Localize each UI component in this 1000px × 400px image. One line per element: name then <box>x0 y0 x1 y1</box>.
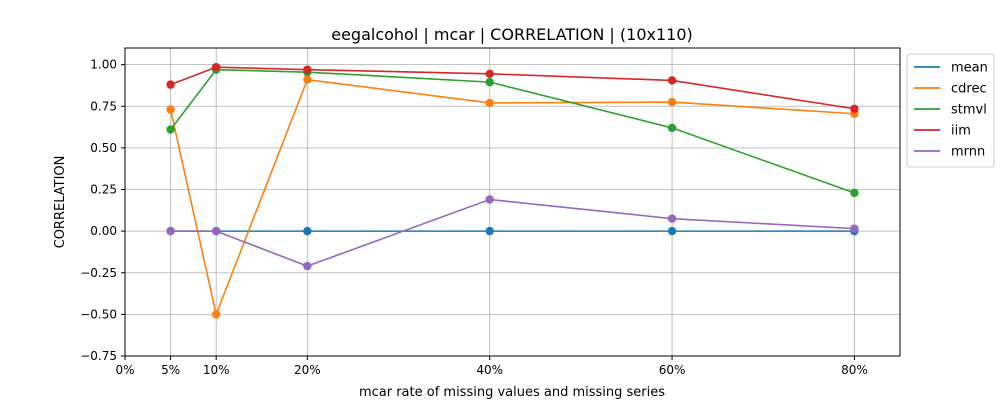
x-axis-title: mcar rate of missing values and missing … <box>359 385 665 400</box>
legend-label: cdrec <box>951 82 987 97</box>
x-tick-label: 60% <box>659 363 686 377</box>
x-tick-label: 10% <box>203 363 230 377</box>
y-tick-label: 0.00 <box>90 224 117 238</box>
legend-label: iim <box>951 124 971 139</box>
data-point-iim <box>667 76 677 85</box>
series-iim <box>166 62 859 113</box>
y-tick-label: −0.50 <box>80 307 117 321</box>
legend-item-iim: iim <box>914 124 971 139</box>
data-point-stmvl <box>166 125 175 134</box>
data-point-mean <box>485 226 494 236</box>
data-point-cdrec <box>667 97 677 107</box>
legend-label: mrnn <box>951 145 985 160</box>
legend-label: mean <box>951 61 988 76</box>
legend-item-mrnn: mrnn <box>914 145 985 160</box>
data-point-mrnn <box>667 214 677 223</box>
y-axis-title: CORRELATION <box>53 156 68 249</box>
legend-item-mean: mean <box>914 61 988 76</box>
data-point-cdrec <box>166 105 175 114</box>
legend-item-stmvl: stmvl <box>914 103 987 118</box>
data-point-iim <box>850 104 859 113</box>
data-point-mrnn <box>850 224 859 233</box>
x-tick-label: 40% <box>476 363 503 377</box>
data-point-iim <box>166 80 175 89</box>
x-tick-label: 5% <box>161 363 180 377</box>
series-line-cdrec <box>169 78 855 318</box>
series-mean <box>166 226 859 236</box>
series-line-iim <box>170 66 855 110</box>
y-tick-label: 0.50 <box>90 141 117 155</box>
x-tick-label: 80% <box>841 363 868 377</box>
x-tick-label: 20% <box>294 363 321 377</box>
data-point-cdrec <box>211 310 221 319</box>
series-layer <box>166 62 859 319</box>
data-point-mrnn <box>303 261 312 271</box>
legend-item-cdrec: cdrec <box>914 82 987 97</box>
data-point-iim <box>303 65 312 74</box>
legend-label: stmvl <box>951 103 987 118</box>
y-tick-label: 0.75 <box>90 99 117 113</box>
y-tick-label: 1.00 <box>90 58 117 72</box>
data-point-mean <box>667 226 677 236</box>
data-point-cdrec <box>485 98 494 108</box>
data-point-mrnn <box>166 226 175 236</box>
axes: 0% 5% 10% 20% 40% 60% 80% −0.75 −0.50 −0.25 0.00 0.… <box>80 47 901 377</box>
data-point-iim <box>211 62 221 72</box>
data-point-cdrec <box>303 75 312 84</box>
series-mrnn <box>166 195 859 271</box>
y-tick-label: −0.25 <box>80 266 117 280</box>
y-tick-label: 0.25 <box>90 183 117 197</box>
series-cdrec <box>166 75 859 319</box>
data-point-stmvl <box>850 188 859 198</box>
series-line-stmvl <box>169 68 855 194</box>
plot-frame <box>124 47 901 357</box>
series-line-mrnn <box>170 198 855 267</box>
y-tick-label: −0.75 <box>80 349 117 363</box>
x-tick-label: 0% <box>115 363 134 377</box>
data-point-iim <box>485 69 494 79</box>
legend-box <box>906 53 995 168</box>
data-point-mean <box>303 226 312 236</box>
legend: mean cdrec stmvl iim mrnn <box>906 53 995 168</box>
data-point-mrnn <box>485 195 494 204</box>
data-point-stmvl <box>485 77 494 87</box>
data-point-stmvl <box>667 123 677 133</box>
chart-title: eegalcohol | mcar | CORRELATION | (10x11… <box>331 25 693 44</box>
data-point-mrnn <box>211 226 221 236</box>
